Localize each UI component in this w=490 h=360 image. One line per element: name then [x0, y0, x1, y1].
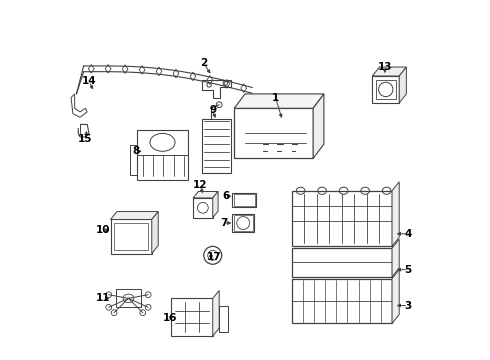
Bar: [193, 198, 213, 218]
Text: 3: 3: [405, 301, 412, 311]
Bar: [232, 193, 256, 207]
Text: 11: 11: [96, 293, 111, 303]
Text: 1: 1: [272, 93, 279, 103]
Polygon shape: [234, 94, 324, 108]
Bar: [202, 119, 231, 173]
Text: 7: 7: [220, 218, 227, 228]
Text: 4: 4: [404, 229, 412, 239]
Bar: [172, 298, 213, 336]
Polygon shape: [213, 192, 218, 218]
Text: 17: 17: [207, 252, 222, 262]
Text: 5: 5: [405, 265, 412, 275]
Bar: [234, 194, 255, 206]
Bar: [372, 76, 399, 103]
Text: 16: 16: [163, 313, 177, 323]
Bar: [234, 108, 313, 158]
Bar: [111, 220, 152, 253]
Bar: [137, 130, 188, 180]
Polygon shape: [399, 67, 406, 103]
Text: 6: 6: [223, 191, 230, 201]
Text: 8: 8: [132, 146, 139, 156]
Bar: [234, 215, 253, 231]
Polygon shape: [392, 270, 399, 323]
Polygon shape: [392, 239, 399, 277]
Polygon shape: [193, 192, 218, 198]
Bar: [292, 279, 392, 323]
Polygon shape: [152, 212, 158, 253]
Polygon shape: [213, 291, 219, 336]
Polygon shape: [392, 182, 399, 246]
Text: 9: 9: [209, 105, 216, 115]
Bar: [232, 214, 254, 232]
Text: 10: 10: [96, 225, 111, 235]
Bar: [116, 289, 141, 307]
Text: 15: 15: [78, 134, 93, 144]
Bar: [114, 223, 148, 250]
Text: 12: 12: [193, 180, 207, 190]
Bar: [376, 80, 395, 99]
Text: 13: 13: [378, 62, 392, 72]
Bar: [292, 248, 392, 277]
Polygon shape: [372, 67, 406, 76]
Text: 14: 14: [82, 76, 97, 86]
Text: 2: 2: [200, 58, 207, 68]
Polygon shape: [313, 94, 324, 158]
Polygon shape: [111, 212, 158, 220]
Bar: [219, 306, 228, 332]
Bar: [130, 145, 137, 175]
Bar: [292, 191, 392, 246]
